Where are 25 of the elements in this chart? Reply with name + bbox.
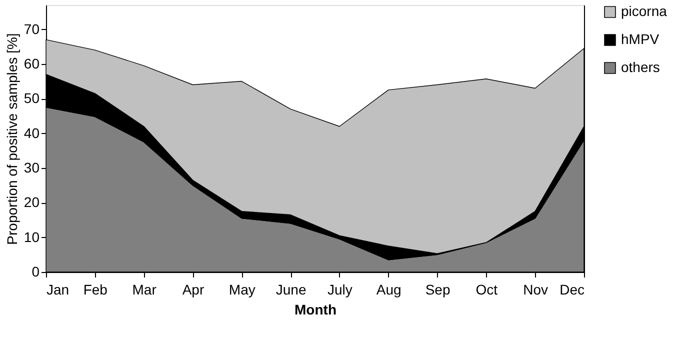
legend-label: picorna: [621, 3, 668, 19]
x-tick-label: Jan: [46, 282, 70, 298]
x-tick-label: May: [228, 282, 256, 298]
y-tick-label: 30: [24, 159, 40, 176]
x-tick-label: Feb: [83, 282, 108, 298]
legend-label: others: [621, 59, 660, 75]
y-tick-label: 70: [24, 20, 40, 37]
y-tick-label: 60: [24, 55, 40, 72]
x-tick-label: Apr: [182, 282, 204, 298]
x-tick-label: Aug: [376, 282, 402, 298]
y-tick-label: 20: [24, 194, 40, 210]
y-axis-title: Proportion of positive samples [%]: [4, 33, 20, 245]
legend-label: hMPV: [621, 31, 660, 47]
x-tick-label: Dec: [560, 282, 584, 298]
y-tick-label: 0: [32, 264, 40, 280]
x-tick-label: Mar: [132, 282, 157, 298]
x-tick-label: Sep: [425, 282, 450, 298]
x-axis-title: Month: [294, 302, 336, 318]
y-tick-label: 10: [24, 228, 40, 245]
x-tick-label: June: [276, 282, 306, 298]
x-tick-label: Nov: [523, 282, 548, 298]
x-tick-label: Oct: [476, 282, 498, 298]
y-tick-label: 40: [24, 124, 40, 141]
x-tick-label: July: [328, 282, 352, 298]
y-tick-label: 50: [24, 90, 40, 106]
